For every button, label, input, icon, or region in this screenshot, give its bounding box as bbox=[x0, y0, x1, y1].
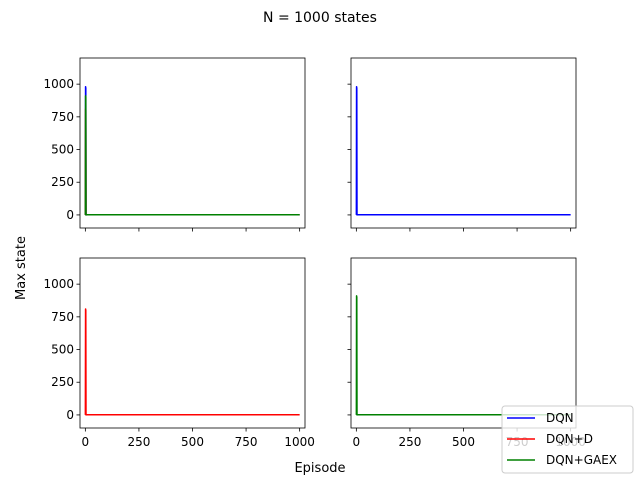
subplot-top-left: 0 250 500 750 1000 bbox=[43, 57, 306, 232]
series-line-dqn-gaex bbox=[355, 295, 571, 416]
x-tick-label: 250 bbox=[127, 435, 150, 449]
y-tick-label: 500 bbox=[51, 343, 74, 357]
y-tick-label: 0 bbox=[66, 208, 74, 222]
x-tick-label: 0 bbox=[353, 435, 361, 449]
figure-title: N = 1000 states bbox=[263, 10, 377, 26]
legend: DQN DQN+D DQN+GAEX bbox=[501, 405, 634, 474]
y-tick-label: 750 bbox=[51, 310, 74, 324]
x-axis-label: Episode bbox=[294, 461, 345, 476]
y-tick-label: 750 bbox=[51, 110, 74, 124]
axes-frame bbox=[79, 257, 306, 429]
x-tick-label: 500 bbox=[452, 435, 475, 449]
x-tick-label: 1000 bbox=[284, 435, 315, 449]
y-tick-label: 1000 bbox=[43, 77, 74, 91]
y-tick-label: 1000 bbox=[43, 277, 74, 291]
series-line-dqn-d bbox=[84, 108, 300, 216]
series-line-dqn bbox=[84, 86, 300, 216]
x-tick-label: 0 bbox=[82, 435, 90, 449]
y-tick-label: 250 bbox=[51, 175, 74, 189]
series-line-dqn-d bbox=[84, 308, 300, 416]
axes-frame bbox=[350, 57, 577, 229]
subplot-top-right bbox=[347, 57, 577, 232]
axes-frame bbox=[79, 57, 306, 229]
x-tick-label: 500 bbox=[181, 435, 204, 449]
legend-label-dqn-gaex: DQN+GAEX bbox=[546, 453, 617, 467]
x-tick-label: 250 bbox=[398, 435, 421, 449]
series-line-dqn-gaex bbox=[84, 95, 300, 216]
subplot-grid: 0 250 500 750 1000 0 250 500 750 1000 0 250 500 750 10… bbox=[43, 57, 586, 449]
y-tick-label: 250 bbox=[51, 375, 74, 389]
legend-label-dqn: DQN bbox=[546, 411, 574, 425]
series-line-dqn bbox=[355, 86, 571, 216]
subplot-bottom-left: 0 250 500 750 1000 0 250 500 750 1000 bbox=[43, 257, 315, 449]
legend-label-dqn-d: DQN+D bbox=[546, 432, 593, 446]
axes-frame bbox=[350, 257, 577, 429]
x-tick-label: 750 bbox=[235, 435, 258, 449]
y-tick-label: 0 bbox=[66, 408, 74, 422]
y-axis-label: Max state bbox=[14, 236, 29, 300]
legend-frame bbox=[501, 405, 634, 474]
y-tick-label: 500 bbox=[51, 143, 74, 157]
